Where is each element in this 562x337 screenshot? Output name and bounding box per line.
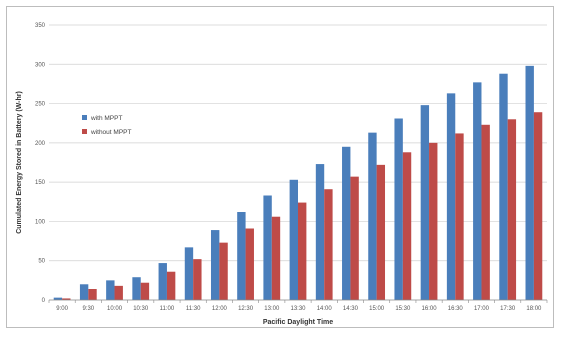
x-tick-label: 11:30 xyxy=(186,306,201,312)
y-tick-label: 100 xyxy=(35,219,46,225)
x-tick-label: 16:00 xyxy=(422,306,438,312)
bar-without-mppt-12 xyxy=(376,164,386,300)
bar-with-mppt-17 xyxy=(499,73,508,300)
bar-without-mppt-13 xyxy=(402,152,412,300)
bars xyxy=(53,65,543,301)
x-tick-label: 9:30 xyxy=(82,306,94,312)
bar-with-mppt-16 xyxy=(473,82,482,300)
bar-with-mppt-10 xyxy=(315,164,325,300)
bar-without-mppt-16 xyxy=(481,124,490,301)
bar-with-mppt-2 xyxy=(106,280,115,300)
x-tick-labels: 9:00 9:30 10:00 10:30 11:00 11:30 12:00 12:30 13… xyxy=(48,300,548,312)
y-axis-title: Cumulated Energy Stored in Battery (W-hr… xyxy=(16,91,23,234)
bar-without-mppt-0 xyxy=(62,298,71,300)
legend-label: with MPPT xyxy=(90,115,122,122)
bar-without-mppt-18 xyxy=(533,112,543,300)
x-tick-label: 17:00 xyxy=(474,306,490,312)
bar-with-mppt-9 xyxy=(289,179,298,300)
bar-with-mppt-18 xyxy=(525,65,534,300)
x-tick-label: 10:30 xyxy=(133,306,149,312)
y-tick-label: 200 xyxy=(35,141,46,147)
bar-with-mppt-13 xyxy=(394,118,403,300)
bar-without-mppt-5 xyxy=(193,259,202,300)
bar-without-mppt-14 xyxy=(429,142,438,300)
x-tick-label: 15:30 xyxy=(395,306,411,312)
y-tick-label: 300 xyxy=(35,62,46,68)
x-tick-label: 11:00 xyxy=(160,306,175,312)
bar-chart: 0 50 100 150 200 250 300 350 9:00 9:30 10:00 10:30… xyxy=(16,23,548,326)
bar-with-mppt-5 xyxy=(184,247,194,300)
x-tick-label: 18:00 xyxy=(526,306,542,312)
bar-with-mppt-7 xyxy=(237,212,246,300)
x-tick-label: 13:00 xyxy=(264,306,280,312)
legend-swatch xyxy=(82,115,87,120)
bar-without-mppt-1 xyxy=(88,289,97,300)
x-tick-label: 17:30 xyxy=(500,306,516,312)
legend-label: without MPPT xyxy=(90,129,131,136)
y-tick-label: 0 xyxy=(42,298,46,304)
x-tick-label: 13:30 xyxy=(290,306,306,312)
bar-with-mppt-14 xyxy=(420,105,430,301)
x-tick-label: 12:00 xyxy=(212,306,228,312)
bar-without-mppt-11 xyxy=(350,176,359,300)
y-tick-label: 150 xyxy=(35,180,46,186)
y-tick-labels: 0 50 100 150 200 250 300 350 xyxy=(35,23,46,304)
bar-with-mppt-12 xyxy=(368,132,377,300)
bar-without-mppt-9 xyxy=(298,202,307,300)
bar-without-mppt-10 xyxy=(324,189,333,300)
x-tick-label: 10:00 xyxy=(107,306,123,312)
bar-without-mppt-8 xyxy=(271,216,281,300)
x-tick-label: 16:30 xyxy=(448,306,464,312)
bar-with-mppt-15 xyxy=(446,93,456,300)
bar-with-mppt-4 xyxy=(158,263,167,300)
legend-swatch xyxy=(82,129,87,134)
bar-without-mppt-4 xyxy=(166,271,176,300)
bar-with-mppt-11 xyxy=(342,146,351,300)
chart-frame: 0 50 100 150 200 250 300 350 9:00 9:30 10:00 10:30… xyxy=(6,6,554,328)
bar-without-mppt-7 xyxy=(245,228,254,300)
legend: with MPPT without MPPT xyxy=(82,115,131,136)
bar-with-mppt-0 xyxy=(53,297,63,300)
bar-without-mppt-15 xyxy=(455,133,464,300)
y-tick-label: 350 xyxy=(35,23,46,29)
x-axis-title: Pacific Daylight Time xyxy=(263,319,333,326)
x-tick-label: 9:00 xyxy=(56,306,68,312)
bar-with-mppt-6 xyxy=(210,230,220,300)
y-tick-label: 250 xyxy=(35,102,46,108)
bar-with-mppt-1 xyxy=(79,284,89,300)
bar-without-mppt-3 xyxy=(140,282,150,300)
bar-with-mppt-3 xyxy=(132,277,141,300)
bar-without-mppt-17 xyxy=(507,119,517,301)
bar-with-mppt-8 xyxy=(263,195,272,300)
x-tick-label: 15:00 xyxy=(369,306,385,312)
y-tick-label: 50 xyxy=(38,259,45,265)
x-tick-label: 14:00 xyxy=(317,306,333,312)
x-tick-label: 14:30 xyxy=(343,306,359,312)
bar-without-mppt-6 xyxy=(219,242,228,300)
x-tick-label: 12:30 xyxy=(238,306,254,312)
bar-without-mppt-2 xyxy=(114,285,123,300)
